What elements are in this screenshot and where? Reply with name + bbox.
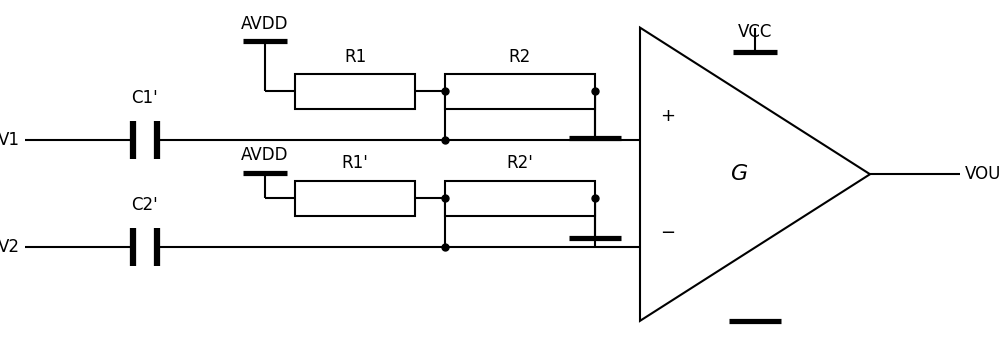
Text: VCC: VCC: [738, 23, 772, 41]
Bar: [295, 74, 415, 109]
Text: AVDD: AVDD: [241, 15, 289, 33]
Text: R1: R1: [344, 48, 366, 66]
Text: R2': R2': [507, 155, 533, 172]
Bar: [445, 74, 595, 109]
Text: R2: R2: [509, 48, 531, 66]
Text: C1': C1': [132, 89, 158, 107]
Text: R1': R1': [342, 155, 368, 172]
Bar: [445, 181, 595, 216]
Text: VOUT: VOUT: [965, 165, 1000, 183]
Text: V2: V2: [0, 238, 20, 256]
Text: V1: V1: [0, 131, 20, 149]
Text: G: G: [731, 164, 749, 184]
Text: −: −: [660, 224, 676, 242]
Text: +: +: [660, 107, 676, 125]
Text: C2': C2': [132, 196, 158, 214]
Bar: [295, 181, 415, 216]
Text: AVDD: AVDD: [241, 146, 289, 164]
